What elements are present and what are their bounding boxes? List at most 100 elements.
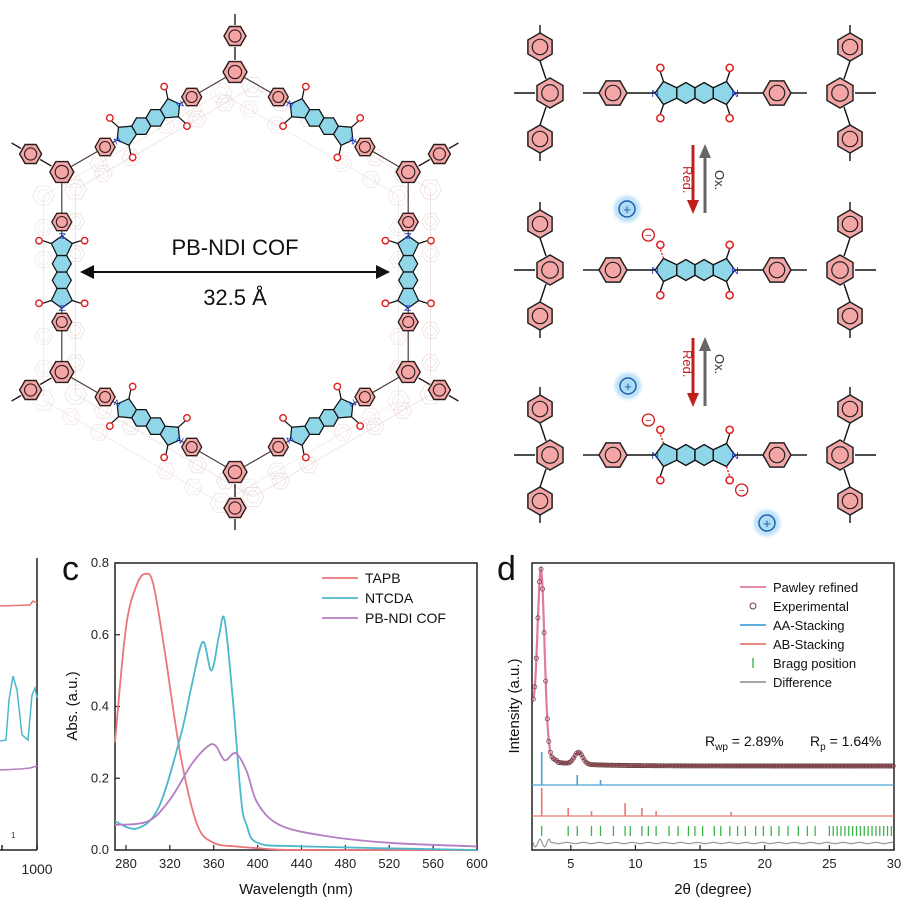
benzene-ring	[527, 209, 553, 239]
experimental-point	[665, 763, 671, 769]
anion-charge	[641, 228, 655, 242]
experimental-point	[862, 763, 868, 769]
redox-arrows-step2: Red. Ox.	[680, 337, 727, 407]
series-line-2	[114, 743, 478, 848]
experimental-point	[800, 763, 806, 769]
experimental-point	[763, 763, 769, 769]
panel-d-xlabel: 2θ (degree)	[674, 881, 752, 898]
experimental-point	[685, 763, 691, 769]
benzene-ring	[395, 360, 422, 384]
experimental-point	[654, 763, 660, 769]
ndi-core: NN	[35, 232, 89, 312]
experimental-point	[830, 763, 836, 769]
benzene-ring	[395, 160, 422, 184]
experimental-point	[825, 763, 831, 769]
experimental-point	[704, 763, 710, 769]
experimental-point	[772, 763, 778, 769]
experimental-point	[870, 763, 876, 769]
experimental-point	[755, 763, 761, 769]
benzene-ring	[527, 486, 553, 516]
benzene-ring	[222, 460, 248, 484]
experimental-point	[718, 763, 724, 769]
anion-charge	[735, 483, 749, 497]
benzene-ring	[33, 219, 54, 236]
experimental-point	[788, 763, 794, 769]
experimental-point	[592, 762, 598, 768]
experimental-point	[561, 760, 567, 766]
experimental-point	[737, 763, 743, 769]
benzene-ring	[222, 60, 248, 84]
experimental-point	[751, 763, 757, 769]
experimental-point	[594, 762, 600, 768]
svg-text:N: N	[401, 232, 412, 239]
experimental-point	[682, 763, 688, 769]
experimental-point	[741, 763, 747, 769]
experimental-point	[675, 763, 681, 769]
experimental-point	[785, 763, 791, 769]
experimental-point	[814, 763, 820, 769]
legend-label: AB-Stacking	[773, 637, 845, 652]
cation-1: +	[610, 192, 644, 226]
experimental-point	[658, 763, 663, 769]
svg-text:N: N	[651, 265, 659, 277]
panel-d-label: d	[497, 550, 516, 588]
ndi-linker: NN	[35, 232, 89, 312]
experimental-point	[681, 763, 687, 769]
ndi-linker: NN	[279, 82, 365, 162]
pore-size-label: 32.5 Å	[203, 285, 267, 310]
experimental-point	[710, 763, 716, 769]
y-tick-label: 0.6	[91, 627, 109, 642]
benzene-ring	[361, 171, 381, 188]
x-tick-label: 320	[159, 856, 181, 871]
series-line-0	[114, 572, 478, 852]
experimental-point	[845, 763, 851, 769]
svg-text:N: N	[112, 396, 124, 409]
experimental-point	[676, 763, 682, 769]
experimental-point	[703, 763, 708, 769]
svg-text:N: N	[112, 135, 124, 148]
experimental-point	[754, 763, 760, 769]
experimental-point	[856, 763, 862, 769]
experimental-point	[622, 763, 628, 768]
experimental-point	[547, 749, 553, 755]
experimental-point	[696, 763, 702, 769]
experimental-point	[633, 763, 639, 769]
benzene-ring	[527, 32, 553, 62]
pore-arrow-left-head	[80, 265, 94, 279]
benzene-ring	[826, 77, 854, 109]
svg-text:+: +	[624, 379, 632, 394]
benzene-ring	[536, 254, 564, 286]
legend-label: Bragg position	[773, 656, 856, 671]
benzene-ring	[386, 185, 411, 206]
experimental-point	[765, 763, 771, 769]
benzene-ring	[267, 437, 290, 457]
benzene-ring	[365, 418, 385, 435]
experimental-point	[602, 762, 608, 768]
cof-name-label: PB-NDI COF	[171, 235, 298, 260]
experimental-point	[783, 763, 789, 769]
benzene-ring	[93, 165, 113, 182]
panel-b-curve-cyan	[0, 675, 38, 742]
benzene-ring	[18, 143, 43, 165]
experimental-point	[546, 738, 552, 744]
experimental-point	[540, 586, 546, 592]
experimental-point	[816, 763, 822, 769]
y-tick-label: 0.2	[91, 770, 109, 785]
ndi-core: NN	[105, 382, 191, 462]
experimental-point	[769, 763, 775, 769]
benzene-ring	[420, 213, 441, 230]
experimental-point	[758, 763, 764, 769]
experimental-point	[884, 763, 890, 769]
experimental-point	[530, 696, 536, 702]
experimental-point	[723, 763, 729, 769]
experimental-point	[673, 763, 679, 769]
svg-text:N: N	[401, 305, 412, 312]
benzene-ring	[397, 312, 419, 332]
experimental-point	[819, 763, 825, 769]
experimental-point	[606, 762, 612, 768]
panel-d-legend: Pawley refined Experimental AA-Stacking AB-…	[740, 580, 858, 690]
experimental-point	[777, 763, 783, 769]
experimental-point	[712, 763, 718, 769]
